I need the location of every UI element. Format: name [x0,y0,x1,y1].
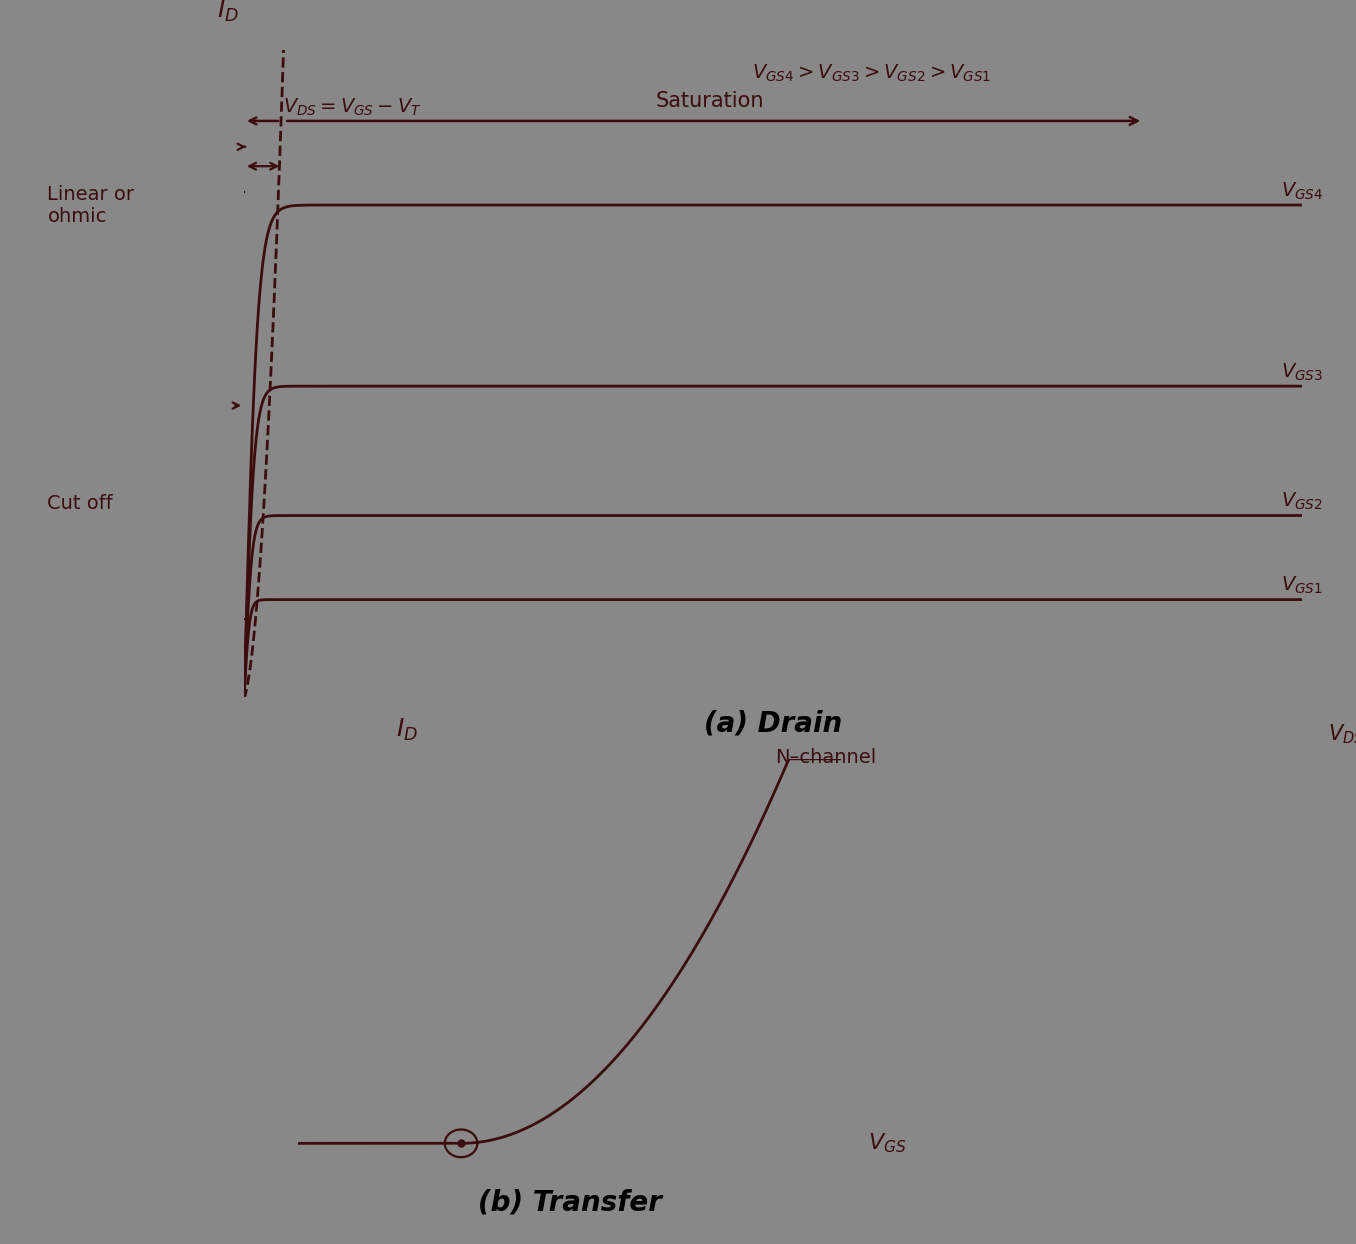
Text: (a) Drain: (a) Drain [704,709,842,738]
Text: $V_{DS} = V_{GS} - V_T$: $V_{DS} = V_{GS} - V_T$ [283,96,422,118]
Text: N–channel: N–channel [776,749,876,768]
Text: $V_{GS4}$: $V_{GS4}$ [1280,180,1323,202]
Text: Linear or
ohmic: Linear or ohmic [47,185,134,225]
Text: $V_{GS3}$: $V_{GS3}$ [1280,362,1322,383]
Text: $V_{GS1}$: $V_{GS1}$ [1280,575,1322,596]
Text: $V_{GS}$: $V_{GS}$ [868,1132,906,1156]
Text: $I_D$: $I_D$ [396,718,418,744]
Text: $I_D$: $I_D$ [217,0,239,24]
Text: $V_{GS4} > V_{GS3} > V_{GS2} > V_{GS1}$: $V_{GS4} > V_{GS3} > V_{GS2} > V_{GS1}$ [751,62,991,85]
Text: Cut off: Cut off [47,494,113,514]
Text: $V_{GS2}$: $V_{GS2}$ [1280,491,1322,513]
Text: Saturation: Saturation [655,91,763,111]
Text: (b) Transfer: (b) Transfer [477,1188,662,1217]
Text: $V_{DS}$ (V): $V_{DS}$ (V) [1329,723,1356,746]
